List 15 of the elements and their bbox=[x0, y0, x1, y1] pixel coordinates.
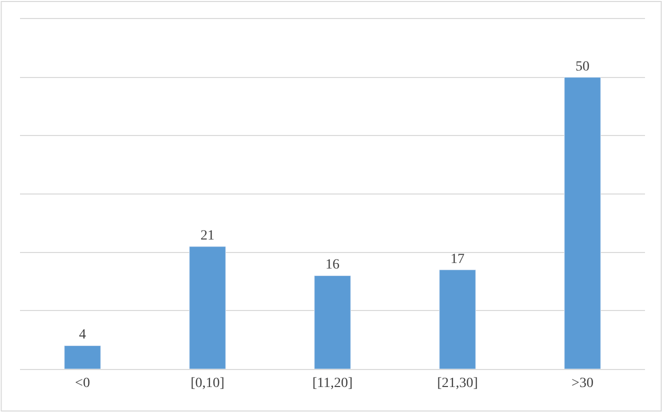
bar bbox=[64, 345, 101, 369]
data-label: 16 bbox=[326, 258, 340, 273]
x-tick-label: <0 bbox=[75, 376, 90, 391]
data-label: 4 bbox=[79, 328, 86, 343]
bar bbox=[564, 77, 601, 369]
data-label: 17 bbox=[450, 252, 465, 267]
x-tick-label: [21,30] bbox=[437, 376, 478, 391]
x-tick-label: [0,10] bbox=[190, 376, 224, 391]
bar bbox=[189, 246, 226, 369]
data-label: 21 bbox=[200, 228, 215, 244]
bar bbox=[314, 275, 351, 369]
data-label: 50 bbox=[576, 59, 590, 74]
x-tick-label: >30 bbox=[572, 376, 594, 391]
x-tick-label: [11,20] bbox=[312, 376, 353, 391]
bar bbox=[439, 270, 476, 369]
